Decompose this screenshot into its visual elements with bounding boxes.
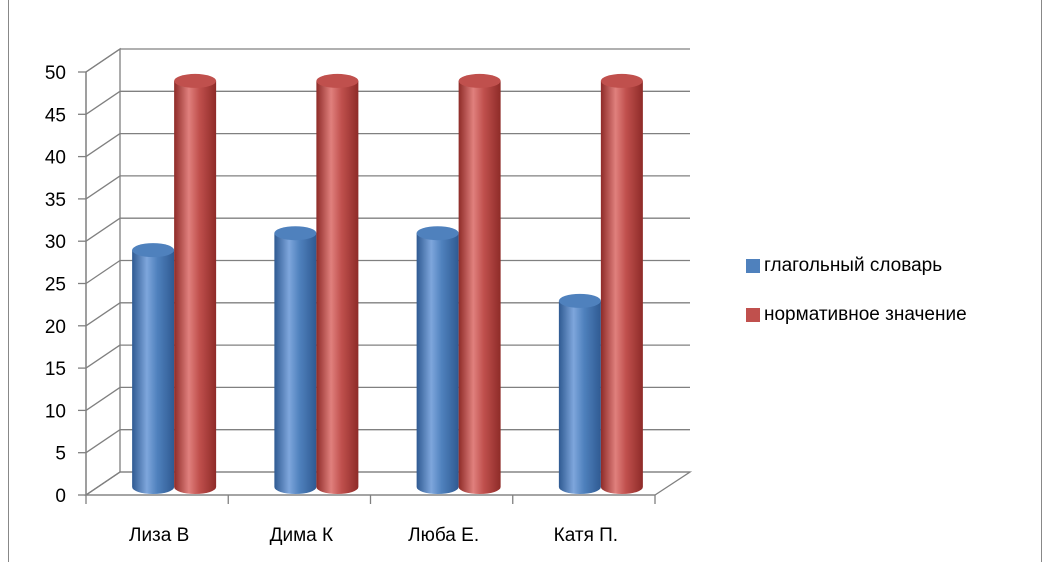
bar-top — [132, 243, 175, 258]
bar-body — [174, 80, 217, 495]
legend-label-series-1: глагольный словарь — [764, 255, 943, 276]
x-tick-label: Люба Е. — [408, 525, 479, 546]
bar-body — [274, 233, 317, 495]
gridline-side — [85, 302, 121, 327]
bar-top — [600, 73, 643, 88]
gridline-side — [85, 90, 121, 115]
bar-top — [274, 226, 317, 241]
bar-top — [316, 73, 359, 88]
legend: глагольный словарь нормативное значение — [746, 254, 967, 352]
bar-top — [174, 73, 217, 88]
bar-body — [558, 300, 601, 495]
y-tick-label: 30 — [45, 232, 66, 253]
y-tick-label: 50 — [45, 63, 66, 84]
bar-normative-value — [458, 73, 501, 495]
bar-normative-value — [316, 73, 359, 495]
gridline-side — [85, 386, 121, 411]
gridline-side — [85, 429, 121, 454]
legend-item-series-2: нормативное значение — [746, 303, 967, 327]
y-tick-label: 15 — [45, 359, 66, 380]
legend-label-series-2: нормативное значение — [764, 304, 967, 325]
bar-body — [316, 80, 359, 495]
y-tick-label: 0 — [55, 486, 66, 507]
x-tick-label: Катя П. — [554, 525, 618, 546]
y-tick-labels: 0 5 10 15 20 25 30 35 40 45 50 — [45, 63, 66, 507]
bar-verbal-vocabulary — [132, 243, 175, 495]
bar-body — [132, 250, 175, 495]
y-tick-label: 45 — [45, 105, 66, 126]
gridline-side — [85, 175, 121, 200]
gridline-side — [85, 344, 121, 369]
x-tick-label: Лиза В — [129, 525, 189, 546]
x-tick-labels: Лиза В Дима К Люба Е. Катя П. — [129, 525, 618, 546]
bar-top — [416, 226, 459, 241]
gridline-side — [85, 259, 121, 285]
y-tick-label: 5 — [55, 444, 66, 465]
legend-swatch-series-1 — [746, 259, 760, 273]
bar-body — [416, 233, 459, 495]
bar-verbal-vocabulary — [558, 293, 601, 495]
gridline-side — [85, 133, 121, 158]
gridline-side — [85, 48, 121, 73]
bar-verbal-vocabulary — [416, 226, 459, 495]
y-tick-label: 10 — [45, 401, 66, 422]
x-tick-label: Дима К — [270, 525, 333, 546]
y-tick-label: 25 — [45, 275, 66, 296]
axes — [78, 71, 656, 504]
bars — [132, 73, 643, 495]
bar-top — [558, 293, 601, 308]
bar-normative-value — [600, 73, 643, 495]
legend-item-series-1: глагольный словарь — [746, 254, 967, 278]
y-tick-label: 35 — [45, 190, 66, 211]
y-tick-label: 40 — [45, 148, 66, 169]
chart-frame — [8, 0, 1042, 562]
legend-swatch-series-2 — [746, 308, 760, 322]
bar-body — [458, 80, 501, 495]
bar-verbal-vocabulary — [274, 226, 317, 495]
gridline-side — [85, 217, 121, 242]
y-tick-label: 20 — [45, 317, 66, 338]
bar-normative-value — [174, 73, 217, 495]
bar-body — [600, 80, 643, 495]
bar-top — [458, 73, 501, 88]
gridline-side — [85, 471, 121, 496]
